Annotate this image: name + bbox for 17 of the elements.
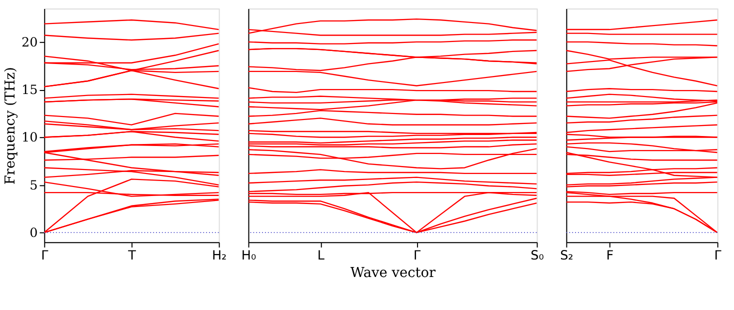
x-tick-label: S₀ xyxy=(530,248,544,264)
y-tick-label: 5 xyxy=(30,178,38,194)
y-axis-title: Frequency (THz) xyxy=(2,67,19,185)
x-axis-title: Wave vector xyxy=(350,264,436,281)
y-tick-label: 15 xyxy=(22,82,38,98)
y-tick-label: 10 xyxy=(22,130,38,146)
x-tick-label: Γ xyxy=(41,248,50,264)
x-tick-label: Γ xyxy=(714,248,722,264)
x-tick-label: T xyxy=(127,248,136,264)
x-tick-label: L xyxy=(317,248,326,264)
x-tick-label: F xyxy=(606,248,614,264)
x-tick-label: Γ xyxy=(413,248,422,264)
x-tick-label: H₀ xyxy=(241,248,256,264)
x-tick-label: H₂ xyxy=(212,248,227,264)
y-tick-label: 20 xyxy=(22,35,38,50)
y-tick-label: 0 xyxy=(30,226,38,241)
x-tick-label: S₂ xyxy=(560,248,574,264)
